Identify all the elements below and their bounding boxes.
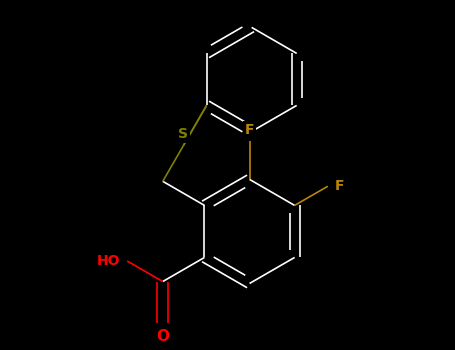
Text: HO: HO — [97, 254, 121, 268]
Text: O: O — [156, 329, 169, 344]
Text: S: S — [178, 127, 188, 141]
Text: F: F — [334, 179, 344, 193]
Text: F: F — [245, 123, 254, 137]
